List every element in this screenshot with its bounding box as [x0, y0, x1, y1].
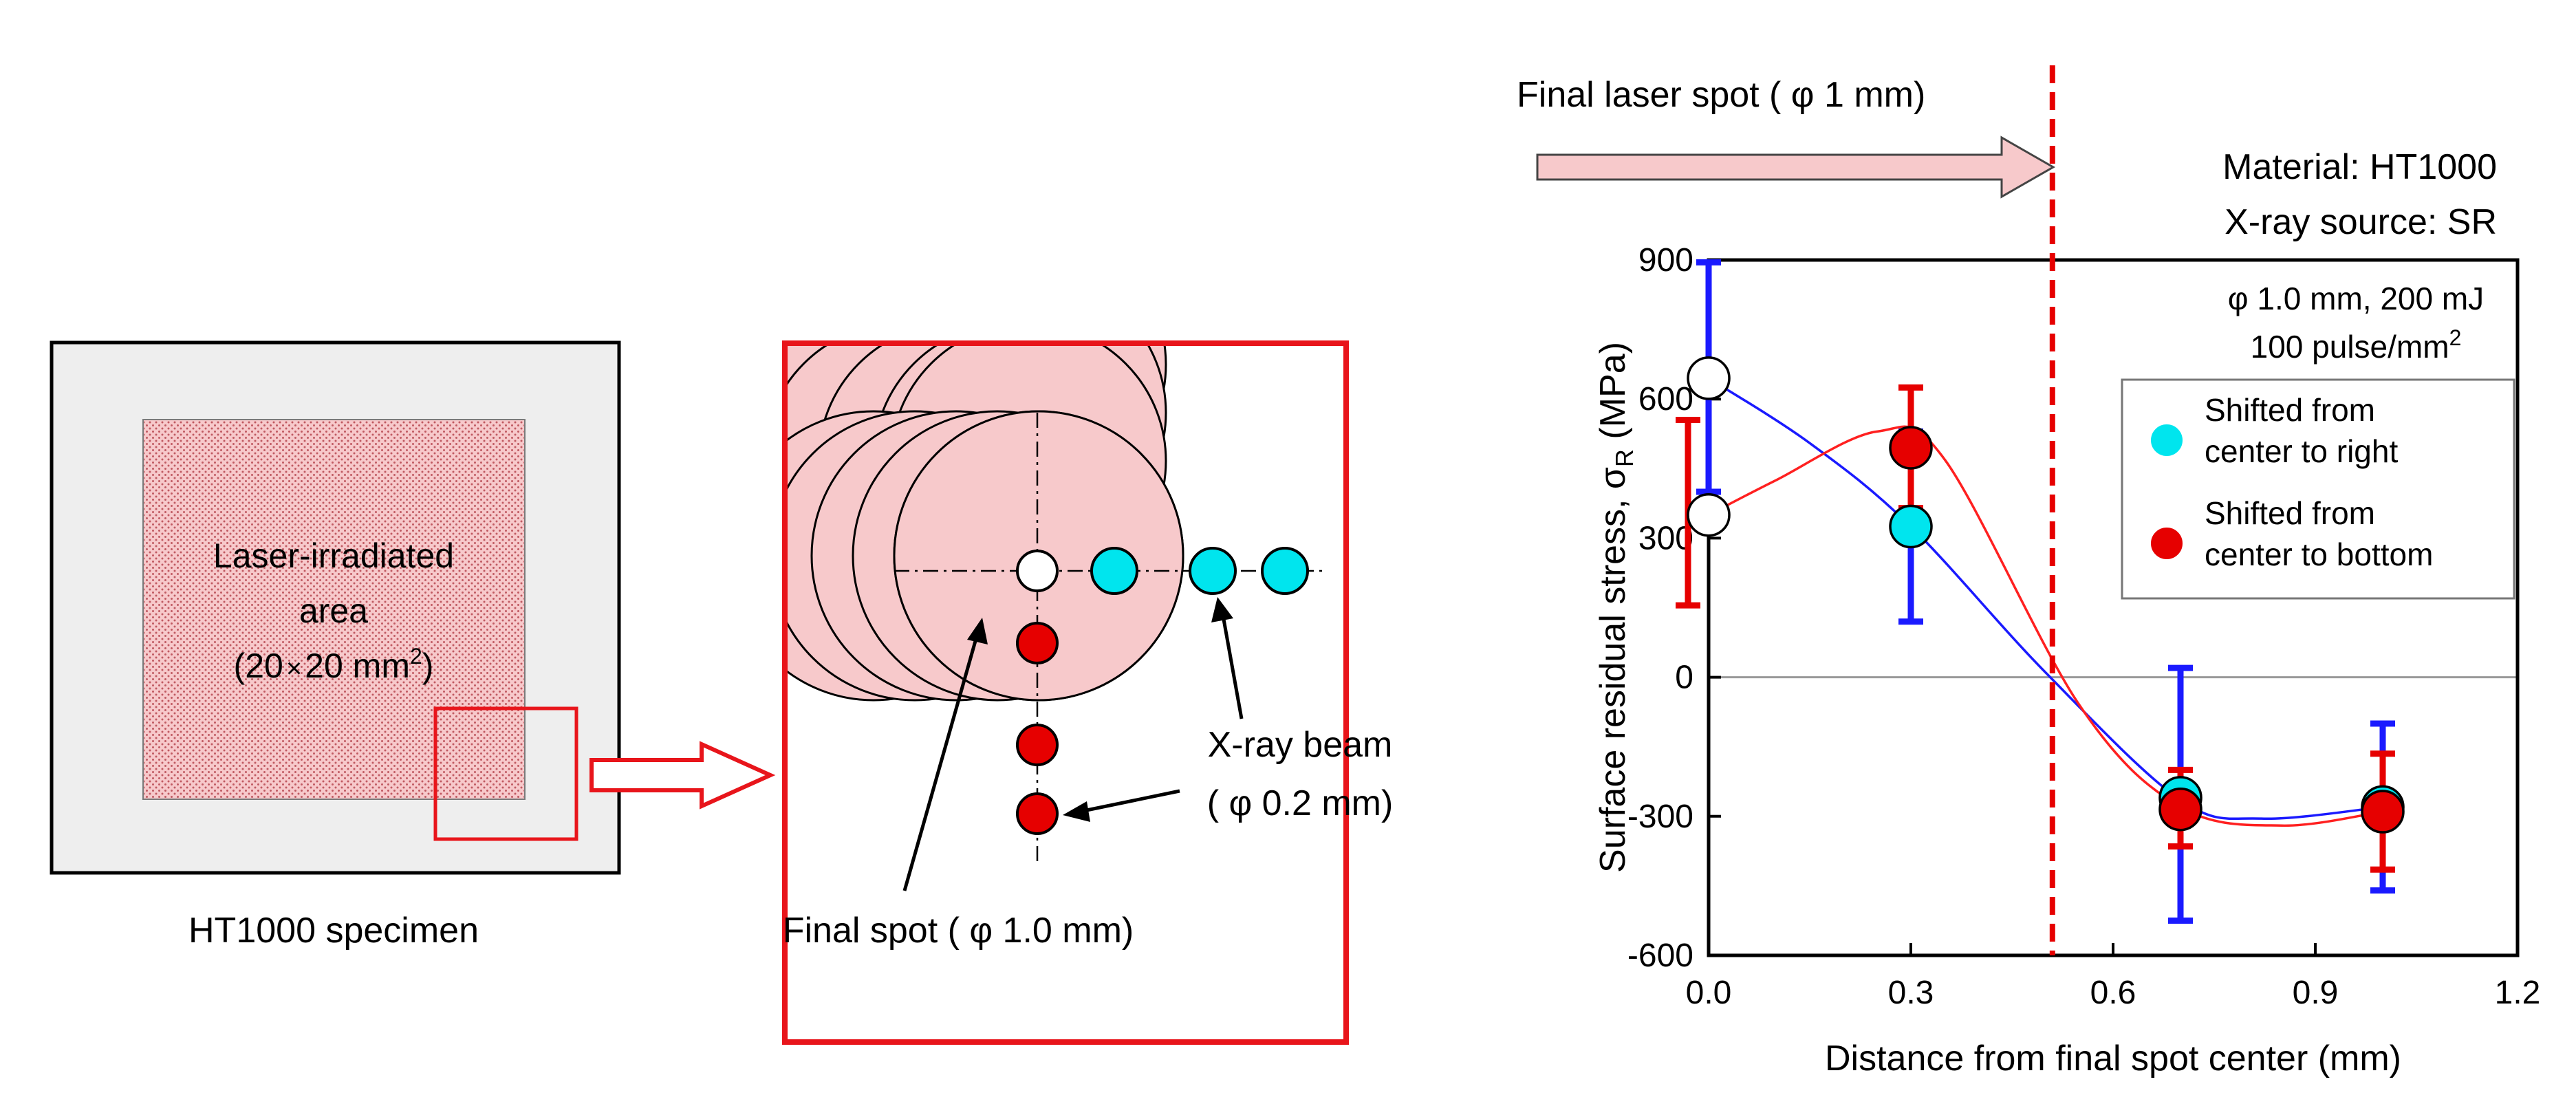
y-tick-label: -600 — [1627, 937, 1693, 974]
specimen-panel: Laser-irradiated area (20 ×20 mm2) HT1000… — [50, 340, 621, 951]
area-label-line1: Laser-irradiated — [213, 536, 454, 575]
detail-panel: X-ray beam ( φ 0.2 mm) Final spot ( φ 1.… — [782, 340, 1394, 1045]
xray-beam-label-line1: X-ray beam — [1208, 725, 1393, 765]
final-laser-spot-label: Final laser spot ( φ 1 mm) — [1517, 75, 1925, 115]
y-tick-label: 300 — [1638, 520, 1693, 556]
data-point-bottom — [2158, 787, 2202, 832]
final-spot-label: Final spot ( φ 1.0 mm) — [783, 911, 1134, 951]
xray-spot-bottom-3 — [1016, 792, 1059, 835]
y-tick-label: 900 — [1638, 242, 1693, 279]
legend-marker-bottom — [2151, 528, 2183, 559]
chart: 0.0 0.3 0.6 0.9 1.2 -600 -300 0 300 600 900 — [1627, 65, 2540, 1011]
final-laser-spot-arrow — [1536, 135, 2056, 199]
y-tick-label: -300 — [1627, 799, 1693, 835]
fit-curve-1 — [1708, 425, 2383, 827]
data-point-bottom — [2361, 790, 2405, 834]
xray-spot-right-3 — [1261, 547, 1309, 595]
y-tick-label: 0 — [1675, 660, 1693, 696]
legend-bottom-line2: center to bottom — [2205, 536, 2433, 572]
material-label: Material: HT1000 — [2222, 147, 2497, 187]
detail-frame — [782, 340, 1349, 1045]
legend-right-line1: Shifted from — [2205, 392, 2375, 428]
xray-spot-bottom-2 — [1016, 724, 1059, 766]
legend-box — [2121, 378, 2515, 600]
x-tick-label: 0.9 — [2293, 975, 2339, 1011]
xray-spot-bottom-1 — [1016, 622, 1059, 664]
zoom-region-box — [433, 706, 578, 841]
zoom-arrow — [589, 741, 776, 810]
xray-source-label: X-ray source: SR — [2225, 202, 2497, 242]
x-tick-label: 0.6 — [2090, 975, 2136, 1011]
x-axis-label: Distance from final spot center (mm) — [1825, 1039, 2401, 1078]
xray-beam-label-line2: ( φ 0.2 mm) — [1207, 783, 1394, 823]
x-tick-label: 0.0 — [1686, 975, 1732, 1011]
data-point-bottom — [1687, 492, 1731, 537]
condition-line2: 100 pulse/mm2 — [2251, 325, 2462, 365]
laser-dot-texture — [142, 419, 526, 800]
legend-bottom-line1: Shifted from — [2205, 495, 2375, 531]
specimen-caption: HT1000 specimen — [188, 911, 479, 951]
fit-curve-0 — [1708, 377, 2383, 821]
xray-spot-right-1 — [1090, 547, 1138, 595]
legend: Shifted from center to right Shifted fro… — [2121, 378, 2515, 600]
area-label-line2: area — [299, 592, 368, 630]
x-tick-label: 1.2 — [2495, 975, 2541, 1011]
condition-line1: φ 1.0 mm, 200 mJ — [2228, 281, 2484, 316]
legend-right-line2: center to right — [2205, 433, 2398, 469]
data-point-bottom — [1889, 426, 1933, 470]
chart-panel: Final laser spot ( φ 1 mm) Material: HT1… — [1517, 65, 2540, 1078]
y-tick-label: 600 — [1638, 381, 1693, 418]
x-tick-label: 0.3 — [1888, 975, 1934, 1011]
data-point-right — [1687, 356, 1731, 400]
xray-spot-center — [1016, 550, 1059, 592]
pointer-arrows — [902, 597, 1244, 891]
area-label-line3: (20 ×20 mm2) — [234, 644, 434, 685]
legend-marker-right — [2151, 424, 2183, 456]
y-axis-label: Surface residual stress, σR (MPa) — [1593, 342, 1638, 873]
xray-spot-right-2 — [1189, 547, 1237, 595]
data-point-right — [1889, 504, 1933, 549]
